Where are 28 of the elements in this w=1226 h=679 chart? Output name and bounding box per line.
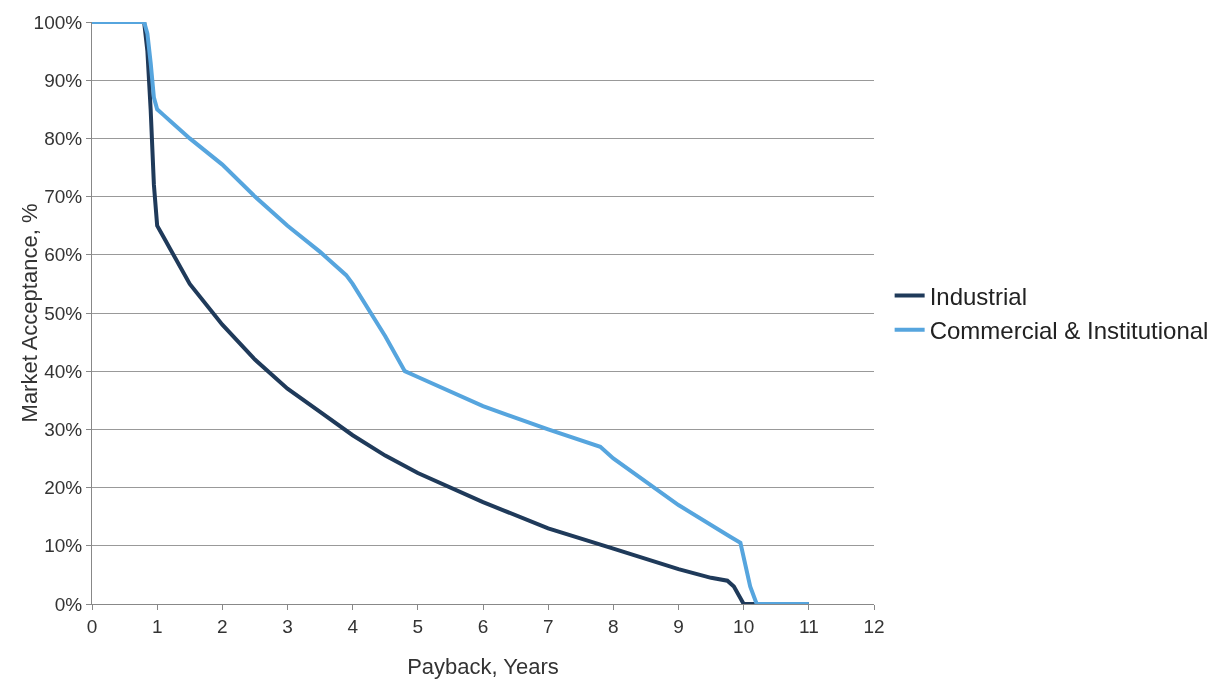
x-tick-label: 11: [798, 615, 819, 637]
x-tick-label: 10: [733, 615, 755, 637]
y-tick-label: 20%: [44, 477, 83, 499]
x-tick-label: 4: [347, 615, 359, 637]
x-tick-label: 2: [217, 615, 228, 637]
y-tick-label: 80%: [44, 128, 83, 150]
y-tick-label: 30%: [44, 419, 83, 441]
y-tick-label: 100%: [33, 11, 83, 33]
x-tick-label: 1: [151, 615, 163, 637]
x-tick-label: 7: [542, 615, 554, 637]
x-axis-title: Payback, Years: [407, 654, 559, 679]
y-tick-label: 0%: [54, 593, 83, 615]
y-tick-label: 60%: [44, 244, 83, 266]
x-tick-label: 12: [863, 615, 885, 637]
legend-label: Industrial: [929, 282, 1028, 310]
x-tick-label: 8: [608, 615, 619, 637]
x-tick-label: 0: [86, 615, 98, 637]
x-tick-label: 6: [477, 615, 489, 637]
y-tick-label: 70%: [44, 186, 83, 208]
y-tick-label: 10%: [44, 535, 83, 557]
x-tick-label: 5: [412, 615, 424, 637]
x-tick-label: 3: [282, 615, 293, 637]
y-tick-label: 50%: [44, 302, 83, 324]
x-tick-label: 9: [673, 615, 684, 637]
legend-label: Commercial & Institutional: [929, 317, 1209, 345]
y-tick-label: 90%: [44, 69, 83, 91]
y-tick-label: 40%: [44, 360, 83, 382]
y-axis-title: Market Acceptance, %: [17, 203, 43, 423]
